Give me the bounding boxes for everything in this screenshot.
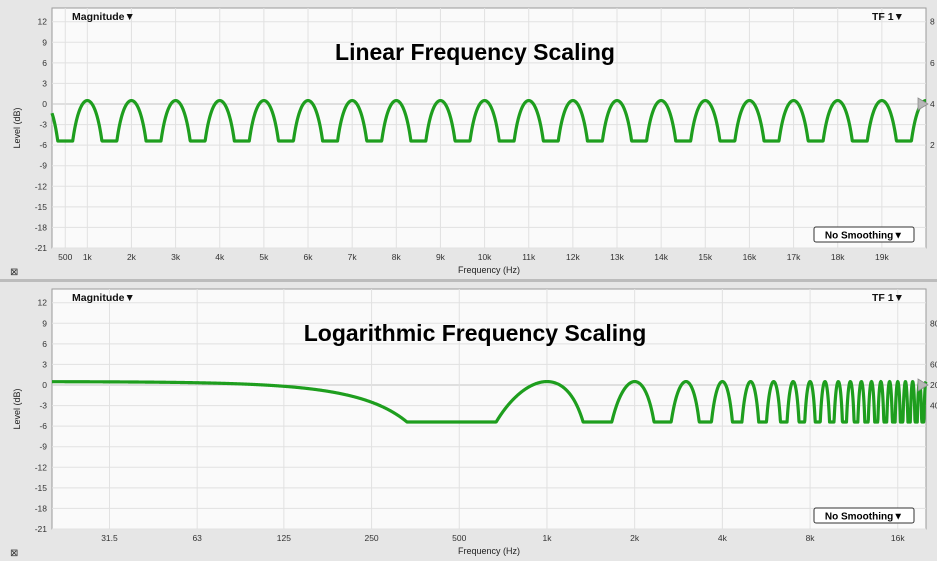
right-axis-tick-label: 6 (930, 58, 935, 68)
linear-chart: 12 9 6 3 0 -3 -6 -9 -12 -15 -18 -21 500 1k 2k 3k 4k 5k 6k 7… (10, 7, 935, 278)
x-tick-label: 10k (478, 252, 492, 262)
x-tick-label: 2k (630, 533, 640, 543)
y-tick-label: 0 (42, 99, 47, 109)
magnitude-curve (50, 379, 928, 424)
right-axis-tick-label: 80 (930, 318, 937, 328)
x-tick-label: 9k (436, 252, 446, 262)
right-axis-tick-label: 40 (930, 401, 937, 411)
x-tick-label: 16k (743, 252, 757, 262)
right-axis-tick-label: 2 (930, 140, 935, 150)
log-chart-panel: 12 9 6 3 0 -3 -6 -9 -12 -15 -18 -21 31.5 63 125 250 500 1… (0, 281, 937, 561)
x-tick-label: 18k (831, 252, 845, 262)
x-tick-label: 16k (891, 533, 905, 543)
chart-title: Linear Frequency Scaling (335, 39, 615, 65)
y-tick-label: -15 (35, 483, 48, 493)
smoothing-dropdown[interactable] (813, 226, 915, 243)
magnitude-curve (50, 98, 928, 143)
transfer-function-menu[interactable]: TF 1▼ (872, 11, 904, 23)
y-tick-label: 3 (42, 78, 47, 88)
x-tick-label: 500 (452, 533, 466, 543)
chart-title: Logarithmic Frequency Scaling (304, 320, 647, 346)
y-tick-label: 12 (38, 17, 48, 27)
y-tick-label: -3 (39, 120, 47, 130)
x-tick-label: 8k (392, 252, 402, 262)
close-icon[interactable]: ⊠ (10, 548, 18, 559)
x-tick-label: 500 (58, 252, 72, 262)
offset-handle[interactable] (917, 97, 929, 111)
right-axis-tick-label: 60 (930, 359, 937, 369)
smoothing-dropdown-label[interactable]: No Smoothing▼ (825, 512, 903, 523)
x-tick-label: 5k (259, 252, 269, 262)
x-tick-label: 15k (698, 252, 712, 262)
x-tick-label: 3k (171, 252, 181, 262)
magnitude-menu[interactable]: Magnitude▼ (72, 292, 135, 304)
y-tick-label: 9 (42, 318, 47, 328)
x-tick-label: 63 (192, 533, 202, 543)
transfer-function-menu[interactable]: TF 1▼ (872, 292, 904, 304)
close-icon[interactable]: ⊠ (10, 267, 18, 278)
y-tick-label: -15 (35, 202, 48, 212)
y-tick-label: -9 (39, 442, 47, 452)
y-tick-label: -18 (35, 503, 48, 513)
y-tick-label: 9 (42, 37, 47, 47)
y-tick-label: -9 (39, 161, 47, 171)
y-tick-label: 12 (38, 298, 48, 308)
x-axis-title: Frequency (Hz) (458, 546, 520, 556)
x-tick-label: 14k (654, 252, 668, 262)
right-axis-tick-label: 20 (930, 380, 937, 390)
x-tick-label: 4k (215, 252, 225, 262)
x-tick-label: 250 (364, 533, 378, 543)
y-tick-label: -6 (39, 421, 47, 431)
y-tick-label: -21 (35, 243, 48, 253)
y-tick-label: 6 (42, 339, 47, 349)
smoothing-dropdown-label[interactable]: No Smoothing▼ (825, 231, 903, 242)
linear-chart-panel: 12 9 6 3 0 -3 -6 -9 -12 -15 -18 -21 500 1k 2k 3k 4k 5k 6k 7… (0, 0, 937, 280)
x-tick-label: 1k (83, 252, 93, 262)
x-tick-label: 19k (875, 252, 889, 262)
x-tick-label: 4k (718, 533, 728, 543)
offset-handle[interactable] (917, 378, 929, 392)
x-tick-label: 13k (610, 252, 624, 262)
x-tick-label: 6k (304, 252, 314, 262)
x-tick-label: 125 (277, 533, 291, 543)
x-tick-label: 7k (348, 252, 358, 262)
y-tick-label: -6 (39, 140, 47, 150)
smoothing-dropdown[interactable] (813, 507, 915, 524)
right-axis-tick-label: 8 (930, 17, 935, 27)
x-tick-label: 8k (806, 533, 816, 543)
magnitude-menu[interactable]: Magnitude▼ (72, 11, 135, 23)
y-axis-title: Level (dB) (12, 388, 22, 429)
x-tick-label: 2k (127, 252, 137, 262)
x-tick-label: 12k (566, 252, 580, 262)
y-tick-label: -18 (35, 222, 48, 232)
x-axis-title: Frequency (Hz) (458, 265, 520, 275)
y-tick-label: -21 (35, 524, 48, 534)
y-tick-label: -12 (35, 462, 48, 472)
y-tick-label: -3 (39, 401, 47, 411)
y-axis-title: Level (dB) (12, 107, 22, 148)
x-tick-label: 17k (787, 252, 801, 262)
x-tick-label: 31.5 (101, 533, 118, 543)
y-tick-label: -12 (35, 181, 48, 191)
x-tick-label: 11k (522, 252, 536, 262)
y-tick-label: 6 (42, 58, 47, 68)
right-axis-tick-label: 4 (930, 99, 935, 109)
y-tick-label: 3 (42, 359, 47, 369)
panel-divider (0, 279, 937, 282)
x-tick-label: 1k (542, 533, 552, 543)
y-tick-label: 0 (42, 380, 47, 390)
